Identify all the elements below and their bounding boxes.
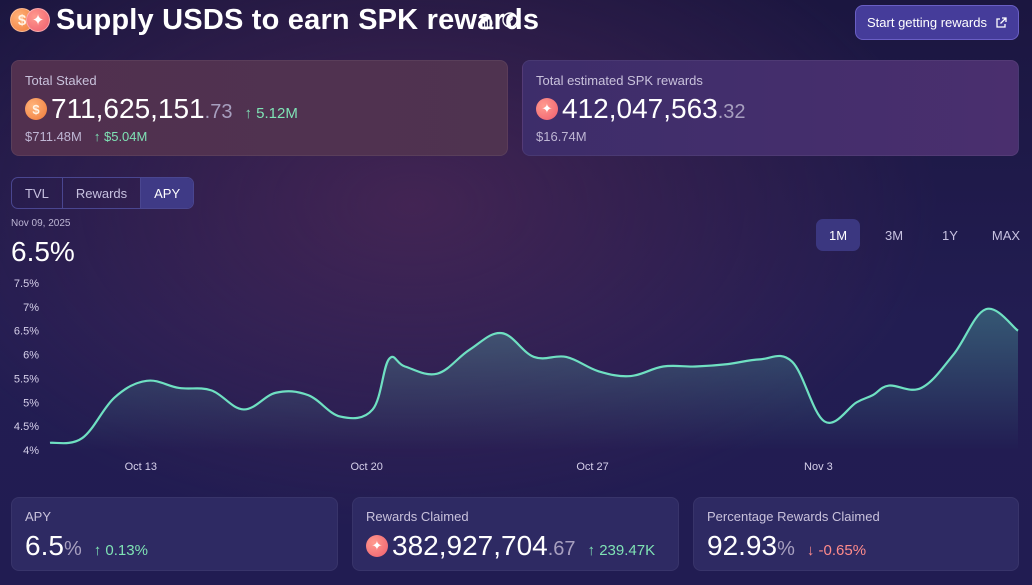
- tab-tvl[interactable]: TVL: [12, 178, 63, 208]
- apy-unit: %: [63, 538, 82, 560]
- y-tick-label: 7%: [23, 302, 39, 314]
- total-staked-label: Total Staked: [25, 73, 97, 88]
- total-rewards-usd: $16.74M: [536, 129, 587, 144]
- range-selector: 1M 3M 1Y MAX: [816, 219, 1032, 251]
- range-max[interactable]: MAX: [991, 227, 1021, 243]
- x-tick-label: Oct 20: [350, 461, 382, 473]
- apy-value: 6.5: [25, 530, 64, 561]
- apy-delta: ↑ 0.13%: [93, 542, 148, 559]
- x-tick-label: Oct 27: [576, 461, 608, 473]
- percentage-claimed-card: Percentage Rewards Claimed 92.93 % ↓ -0.…: [693, 497, 1019, 571]
- usds-coin-icon: $: [25, 98, 47, 120]
- range-1m[interactable]: 1M: [816, 219, 860, 251]
- percentage-claimed-unit: %: [777, 538, 795, 560]
- y-tick-label: 5%: [23, 397, 39, 409]
- help-icon[interactable]: [502, 12, 518, 28]
- apy-chart[interactable]: 7.5% 7% 6.5% 6% 5.5% 5% 4.5% 4% Oct 13 Oct 20 Oct…: [0, 270, 1032, 480]
- start-getting-rewards-button[interactable]: Start getting rewards: [855, 5, 1019, 40]
- percentage-claimed-label: Percentage Rewards Claimed: [707, 509, 880, 524]
- signal-icon: [479, 16, 493, 30]
- range-1y[interactable]: 1Y: [942, 227, 958, 243]
- total-rewards-label: Total estimated SPK rewards: [536, 73, 703, 88]
- total-staked-amount: 711,625,151: [51, 93, 205, 124]
- y-tick-label: 6.5%: [14, 326, 39, 338]
- rewards-claimed-amount: 382,927,704: [392, 530, 548, 561]
- x-tick-label: Oct 13: [125, 461, 157, 473]
- token-pair-logo: $ ✦: [10, 8, 50, 32]
- y-tick-label: 5.5%: [14, 373, 39, 385]
- y-tick-label: 6%: [23, 350, 39, 362]
- tab-apy[interactable]: APY: [141, 178, 194, 208]
- selected-date: Nov 09, 2025: [11, 218, 71, 229]
- rewards-claimed-delta: ↑ 239.47K: [587, 542, 656, 559]
- total-rewards-amount: 412,047,563: [562, 93, 718, 124]
- total-staked-decimals: .73: [204, 101, 233, 123]
- total-staked-delta: ↑ 5.12M: [244, 105, 298, 122]
- range-3m[interactable]: 3M: [884, 227, 904, 243]
- percentage-claimed-value: 92.93: [707, 530, 778, 561]
- page-title: Supply USDS to earn SPK rewards: [56, 4, 540, 36]
- apy-area: [50, 308, 1018, 450]
- cta-label: Start getting rewards: [867, 15, 987, 30]
- spk-coin-icon: ✦: [366, 535, 388, 557]
- tab-rewards[interactable]: Rewards: [63, 178, 142, 208]
- total-staked-usd-delta: ↑ $5.04M: [93, 129, 148, 144]
- apy-card: APY 6.5 % ↑ 0.13%: [11, 497, 338, 571]
- total-rewards-decimals: .32: [717, 101, 746, 123]
- apy-line: [49, 307, 1019, 445]
- total-staked-usd: $711.48M: [25, 129, 82, 144]
- spk-coin-icon: ✦: [536, 98, 558, 120]
- external-link-icon: [996, 16, 1007, 28]
- total-staked-card: Total Staked $ 711,625,151 .73 ↑ 5.12M $…: [11, 60, 508, 156]
- x-tick-label: Nov 3: [804, 461, 833, 473]
- metric-tabs: TVL Rewards APY: [11, 177, 195, 209]
- total-rewards-card: Total estimated SPK rewards ✦ 412,047,56…: [522, 60, 1019, 156]
- y-tick-label: 7.5%: [14, 278, 39, 290]
- spk-coin-icon: ✦: [26, 8, 50, 32]
- y-tick-label: 4.5%: [14, 421, 39, 433]
- rewards-claimed-card: Rewards Claimed ✦ 382,927,704 .67 ↑ 239.…: [352, 497, 679, 571]
- rewards-claimed-label: Rewards Claimed: [366, 509, 469, 524]
- rewards-claimed-decimals: .67: [547, 538, 576, 560]
- apy-label: APY: [25, 509, 52, 524]
- y-tick-label: 4%: [23, 445, 39, 457]
- percentage-claimed-delta: ↓ -0.65%: [806, 542, 867, 559]
- selected-value: 6.5%: [11, 236, 75, 267]
